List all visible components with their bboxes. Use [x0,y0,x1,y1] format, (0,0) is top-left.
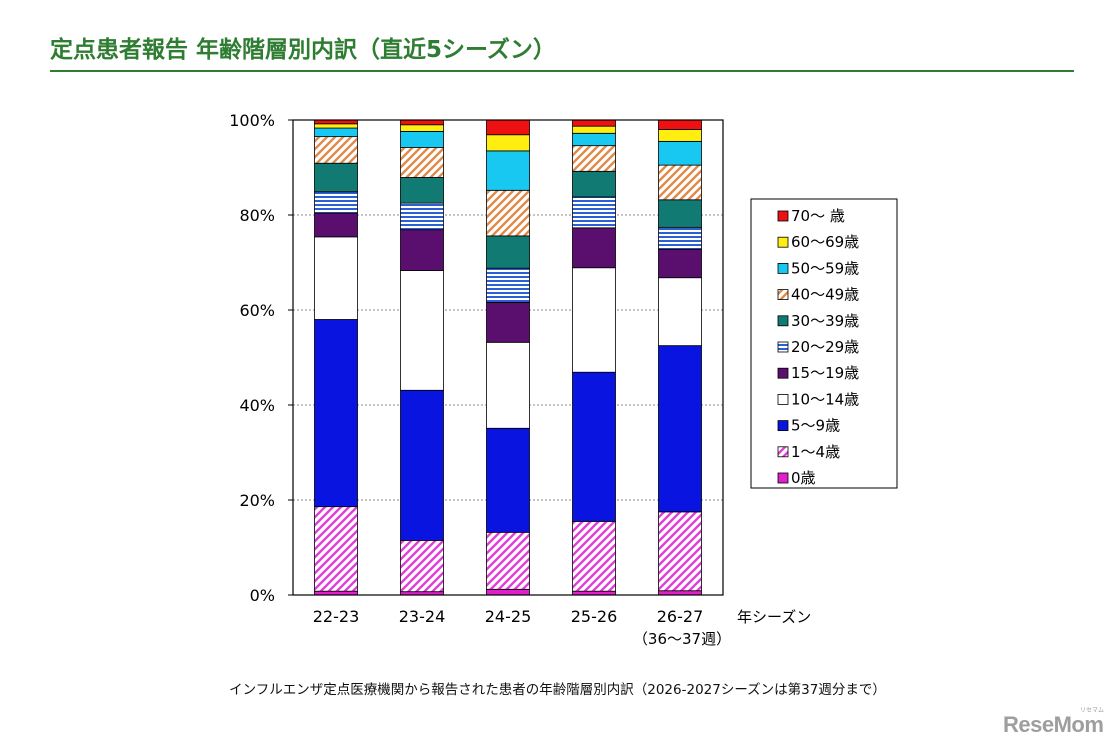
legend-label: 50～59歳 [791,259,859,277]
x-tick-label: 23-24 [399,607,446,626]
legend-swatch [777,367,789,379]
y-tick-label: 0% [250,586,275,605]
bar-segment [572,227,616,269]
legend-box [750,198,898,489]
y-tick-label: 100% [229,111,275,130]
legend-label: 20～29歳 [791,338,859,356]
bar-segment [486,588,530,596]
stacked-bar-chart: 0% 20% 40% 60% 80% 100% 22-23 23-24 24-25 25-26 26… [229,111,898,648]
bar-segment [572,119,616,127]
x-tick-label: 25-26 [571,607,618,626]
chart-caption: インフルエンザ定点医療機関から報告された患者の年齢階層別内訳（2026-2027… [229,682,886,698]
bar-segment [486,189,530,237]
legend-swatch [777,472,789,484]
bar-segment [572,145,616,172]
bar-segment [314,212,358,238]
bar-segment [400,539,444,593]
bar-segment [658,199,702,228]
bar-segment [572,170,616,198]
y-tick-label: 40% [239,396,275,415]
legend-label: 1～4歳 [791,443,840,461]
legend-swatch [777,446,789,458]
bar-segment [400,202,444,231]
y-tick-label: 20% [239,491,275,510]
legend-label: 0歳 [791,469,816,487]
legend-label: 5～9歳 [791,417,840,435]
bar-segment [400,130,444,148]
legend-label: 60～69歳 [791,233,859,251]
bar-segment [400,147,444,178]
bar-segment [486,341,530,429]
bar-segment [400,124,444,132]
bar-segment [314,136,358,164]
legend-swatch [777,210,789,222]
bar-segment [658,345,702,513]
bar-segment [572,371,616,522]
bar-segment [486,301,530,343]
plot-border [292,119,724,596]
bar-segment [400,119,444,126]
bar-segment [314,162,358,193]
legend-swatch [777,262,789,274]
x-tick-label: 26-27 [657,607,704,626]
bar-segment [572,267,616,373]
x-tick-label: 22-23 [313,607,360,626]
legend-swatch [777,289,789,301]
legend-label: 40～49歳 [791,286,859,304]
y-tick-label: 60% [239,301,275,320]
chart-legend: 70～ 歳 60～69歳 50～59歳 40～49歳 30～39歳 20～29歳 15～19… [750,198,898,489]
legend-swatch [777,315,789,327]
x-axis-suffix: 年シーズン [737,608,811,626]
bar-segment [658,511,702,592]
bar-segment [314,319,358,508]
legend-swatch [777,420,789,432]
legend-label: 15～19歳 [791,364,859,382]
brand-logo-small: リセマム [1080,707,1105,714]
legend-label: 70～ 歳 [791,207,845,225]
brand-logo: ReseMom [1003,712,1104,737]
legend-swatch [777,393,789,405]
bar-segment [572,125,616,134]
bar-segment [658,226,702,250]
legend-label: 10～14歳 [791,390,859,408]
bar-segment [658,119,702,130]
title-divider [50,70,1074,72]
bar-segment [486,119,530,136]
bar-segment [400,270,444,391]
bar-segment [314,191,358,214]
x-tick-sublabel: （36～37週） [633,630,731,648]
legend-swatch [777,341,789,353]
bar-segment [314,127,358,138]
bar-segment [314,123,358,129]
bar-segment [658,164,702,201]
bar-segment [486,134,530,152]
bar-segment [658,248,702,279]
y-tick-label: 80% [239,206,275,225]
bar-segment [486,427,530,533]
x-tick-label: 24-25 [485,607,532,626]
bar-segment [658,140,702,166]
page-title: 定点患者報告 年齢階層別内訳（直近5シーズン） [50,37,556,63]
bar-segment [486,531,530,590]
bar-segment [572,132,616,147]
bar-segment [572,520,616,592]
legend-label: 30～39歳 [791,312,859,330]
bar-segment [572,196,616,229]
bar-segment [658,129,702,142]
bar-segment [658,277,702,347]
bar-segment [486,235,530,269]
bar-segment [486,150,530,191]
bar-segment [400,177,444,204]
bar-segment [486,267,530,303]
bar-segment [658,590,702,596]
bar-segment [314,236,358,320]
legend-swatch [777,236,789,248]
bar-segment [400,389,444,541]
bar-segment [400,229,444,271]
bar-segment [314,506,358,592]
